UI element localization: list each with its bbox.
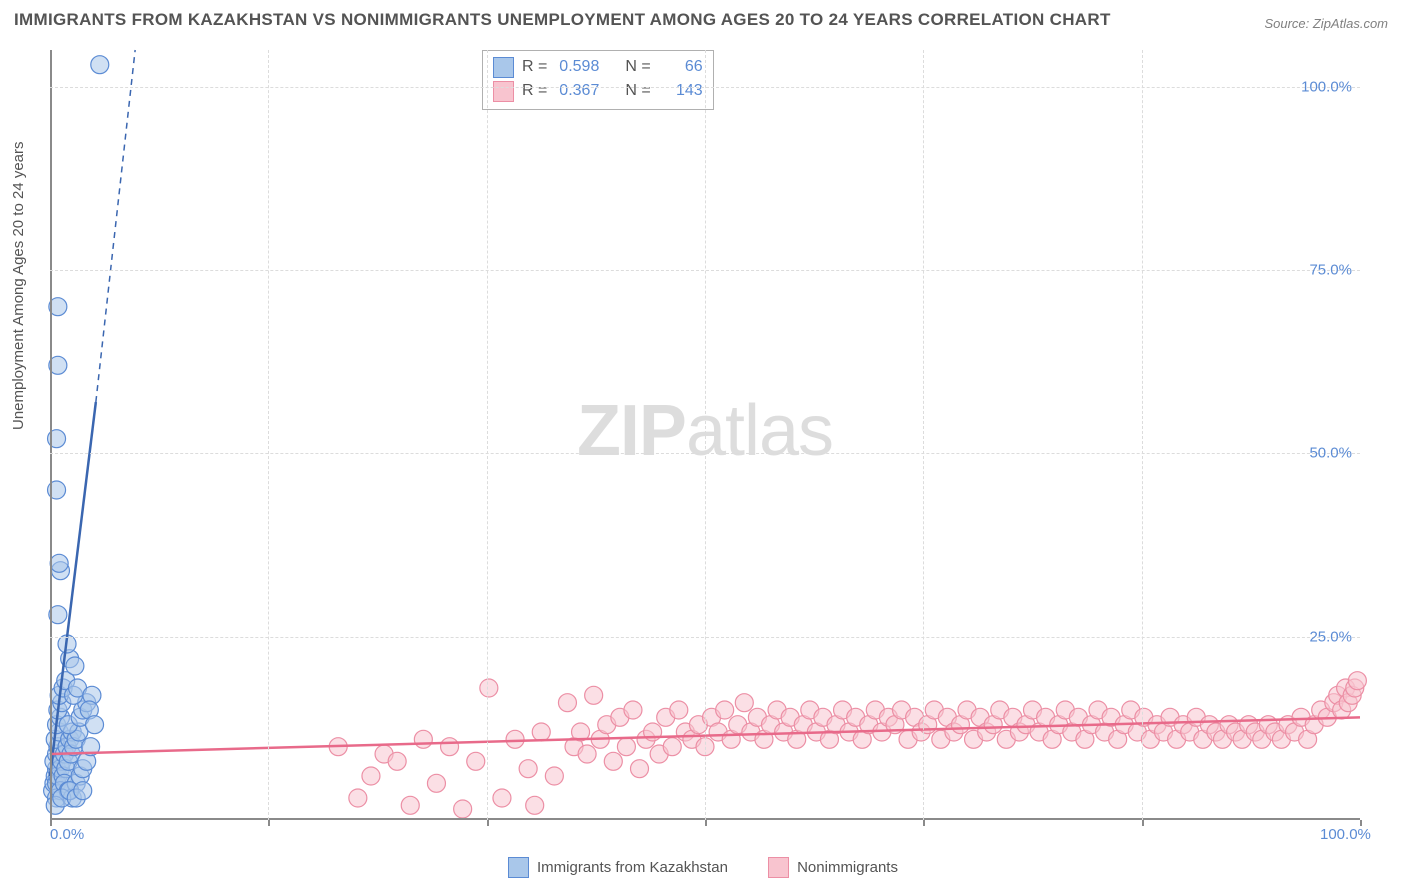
data-point-pink	[604, 752, 622, 770]
data-point-pink	[349, 789, 367, 807]
x-tick-label: 100.0%	[1320, 826, 1371, 843]
gridline-vertical	[923, 50, 924, 820]
data-point-pink	[545, 767, 563, 785]
data-point-pink	[532, 723, 550, 741]
y-axis-line	[50, 50, 52, 820]
data-point-pink	[558, 694, 576, 712]
y-tick-label: 50.0%	[1309, 445, 1352, 462]
x-tick	[487, 820, 489, 826]
data-point-blue	[86, 716, 104, 734]
data-point-pink	[578, 745, 596, 763]
data-point-pink	[506, 730, 524, 748]
x-tick-label: 0.0%	[50, 826, 84, 843]
data-point-pink	[663, 738, 681, 756]
data-point-pink	[526, 796, 544, 814]
gridline-vertical	[268, 50, 269, 820]
y-tick-label: 25.0%	[1309, 628, 1352, 645]
data-point-pink	[362, 767, 380, 785]
chart-container: IMMIGRANTS FROM KAZAKHSTAN VS NONIMMIGRA…	[0, 0, 1406, 892]
data-point-pink	[617, 738, 635, 756]
data-point-pink	[388, 752, 406, 770]
data-point-pink	[735, 694, 753, 712]
data-point-blue	[50, 554, 68, 572]
legend-item-blue: Immigrants from Kazakhstan	[508, 857, 728, 878]
data-point-blue	[91, 56, 109, 74]
data-point-pink	[414, 730, 432, 748]
legend-swatch-pink-icon	[768, 857, 789, 878]
data-point-pink	[480, 679, 498, 697]
data-point-pink	[1348, 672, 1366, 690]
y-tick-label: 100.0%	[1301, 78, 1352, 95]
x-tick	[1142, 820, 1144, 826]
data-point-pink	[631, 760, 649, 778]
legend-item-pink: Nonimmigrants	[768, 857, 898, 878]
trendline-blue-dashed	[96, 50, 135, 402]
gridline-vertical	[487, 50, 488, 820]
legend-label-blue: Immigrants from Kazakhstan	[537, 859, 728, 876]
plot-area: ZIPatlas R = 0.598 N = 66 R = 0.367 N = …	[50, 50, 1360, 820]
data-point-pink	[585, 686, 603, 704]
data-point-blue	[74, 782, 92, 800]
data-point-pink	[454, 800, 472, 818]
x-tick	[705, 820, 707, 826]
bottom-legend: Immigrants from Kazakhstan Nonimmigrants	[0, 857, 1406, 882]
data-point-pink	[441, 738, 459, 756]
gridline-vertical	[1142, 50, 1143, 820]
data-point-pink	[519, 760, 537, 778]
data-point-blue	[66, 657, 84, 675]
legend-label-pink: Nonimmigrants	[797, 859, 898, 876]
legend-swatch-blue-icon	[508, 857, 529, 878]
data-point-pink	[467, 752, 485, 770]
data-point-pink	[670, 701, 688, 719]
data-point-pink	[401, 796, 419, 814]
chart-title: IMMIGRANTS FROM KAZAKHSTAN VS NONIMMIGRA…	[14, 10, 1111, 30]
data-point-pink	[427, 774, 445, 792]
x-tick	[268, 820, 270, 826]
data-point-pink	[624, 701, 642, 719]
source-label: Source: ZipAtlas.com	[1264, 16, 1388, 31]
y-axis-label: Unemployment Among Ages 20 to 24 years	[10, 141, 27, 430]
x-tick	[923, 820, 925, 826]
data-point-pink	[493, 789, 511, 807]
y-tick-label: 75.0%	[1309, 262, 1352, 279]
gridline-vertical	[705, 50, 706, 820]
data-point-pink	[716, 701, 734, 719]
